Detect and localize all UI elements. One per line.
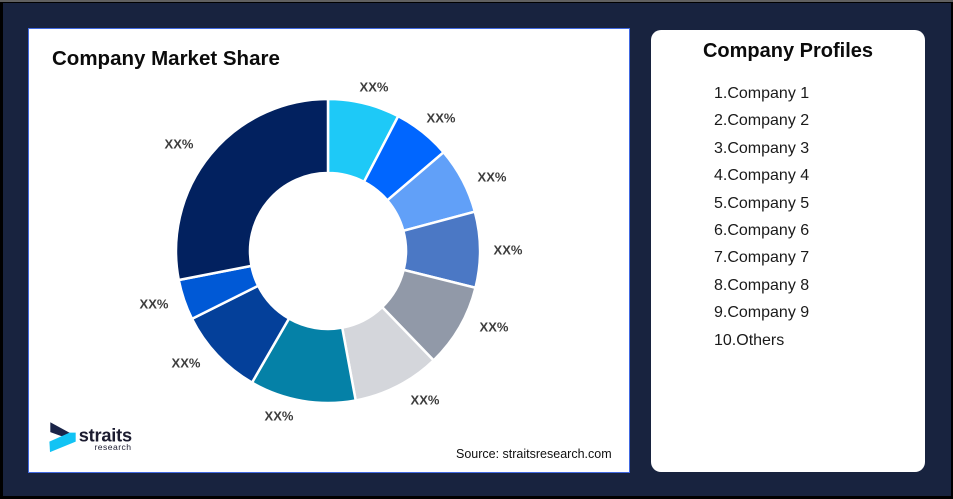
svg-text:straits: straits [79,426,132,446]
svg-text:research: research [95,442,132,452]
